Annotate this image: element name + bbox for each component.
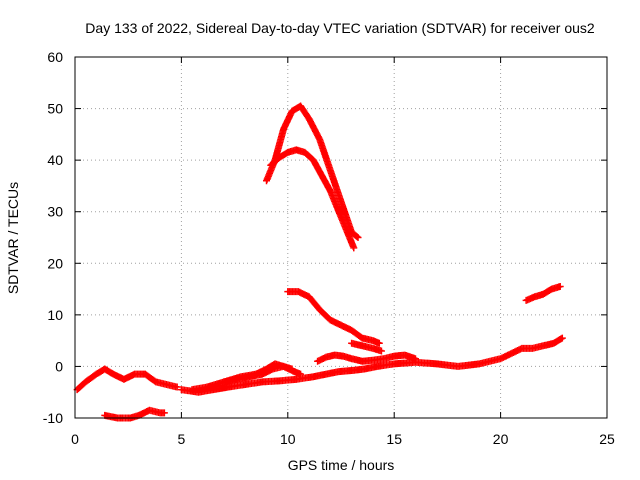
series-arc-6	[314, 351, 419, 365]
data-point	[297, 370, 305, 378]
data-points	[73, 102, 566, 422]
y-axis-label: SDTVAR / TECUs	[5, 182, 21, 294]
series-arc-7	[263, 102, 362, 241]
data-point	[556, 282, 564, 290]
series-arc-5	[220, 360, 296, 386]
data-point	[160, 409, 168, 417]
y-tick-label: 40	[47, 152, 63, 168]
x-tick-label: 20	[493, 431, 509, 447]
y-tick-label: 30	[47, 204, 63, 220]
y-tick-label: 60	[47, 49, 63, 65]
data-point	[350, 244, 358, 252]
x-tick-label: 25	[599, 431, 615, 447]
data-point	[353, 233, 361, 241]
x-tick-label: 15	[386, 431, 402, 447]
data-point	[173, 383, 181, 391]
data-point	[558, 334, 566, 342]
x-tick-label: 0	[71, 431, 79, 447]
y-tick-label: -10	[43, 410, 63, 426]
x-tick-label: 10	[280, 431, 296, 447]
y-tick-label: 20	[47, 255, 63, 271]
data-point	[354, 234, 362, 241]
data-point	[375, 339, 383, 347]
data-point	[411, 355, 419, 363]
series-arc-2	[101, 406, 168, 422]
series-arc-11	[522, 282, 564, 304]
plot-frame	[74, 56, 608, 419]
grid-lines	[75, 57, 607, 418]
data-point	[288, 365, 296, 373]
series-arc-8	[267, 146, 358, 252]
y-tick-label: 50	[47, 101, 63, 117]
series-arc-3	[177, 334, 566, 396]
data-point	[377, 347, 385, 355]
axis-ticks: 0 5 10 15 20 25 -10 0 10 20 30 40 50 60	[43, 49, 615, 447]
series-arc-9	[284, 288, 383, 347]
series-arc-1	[73, 365, 181, 394]
x-axis-label: GPS time / hours	[288, 457, 395, 473]
y-tick-label: 0	[55, 358, 63, 374]
chart-title: Day 133 of 2022, Sidereal Day-to-day VTE…	[85, 20, 595, 36]
x-tick-label: 5	[178, 431, 186, 447]
series-arc-10	[348, 339, 385, 355]
y-tick-label: 10	[47, 307, 63, 323]
